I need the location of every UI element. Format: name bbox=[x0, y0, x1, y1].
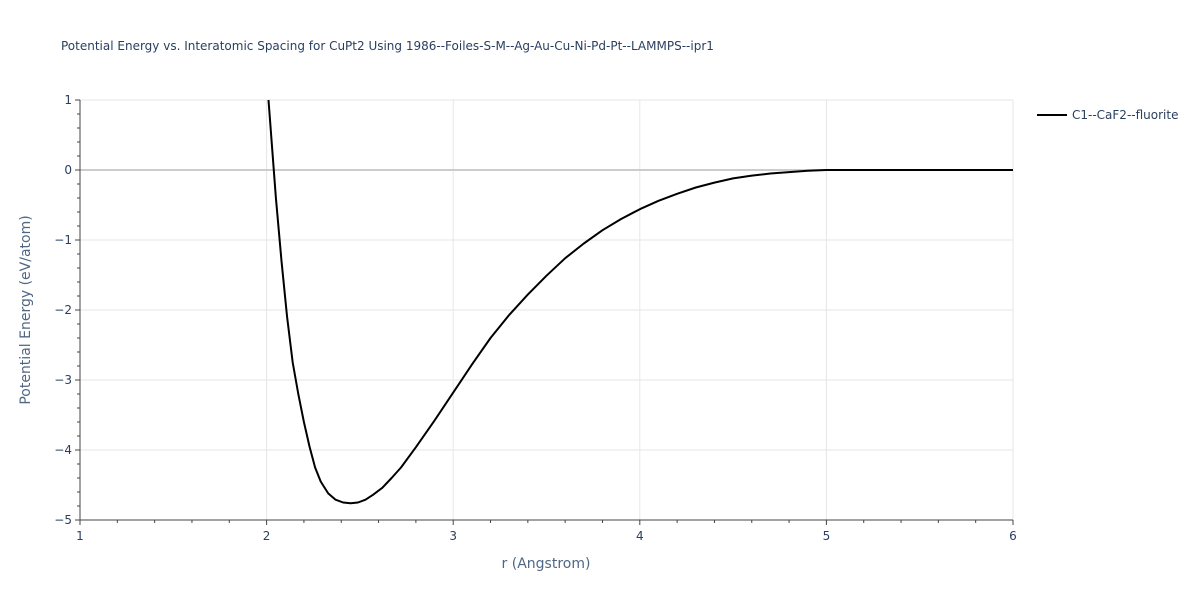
x-tick-label: 1 bbox=[76, 529, 84, 543]
x-tick-label: 4 bbox=[636, 529, 644, 543]
grid bbox=[80, 99, 1014, 520]
y-axis-title: Potential Energy (eV/atom) bbox=[18, 215, 34, 404]
x-tick-label: 6 bbox=[1009, 529, 1017, 543]
axes: 1 2 3 4 5 6 1 0 −1 −2 −3 −4 −5 bbox=[54, 93, 1017, 543]
x-axis-title: r (Angstrom) bbox=[502, 556, 591, 572]
x-tick-label: 2 bbox=[263, 529, 271, 543]
chart-title: Potential Energy vs. Interatomic Spacing… bbox=[61, 39, 714, 53]
y-tick-label: 1 bbox=[64, 93, 72, 107]
x-tick-label: 5 bbox=[823, 529, 831, 543]
y-tick-label: −2 bbox=[54, 303, 72, 317]
y-tick-label: −1 bbox=[54, 233, 72, 247]
y-tick-label: −4 bbox=[54, 443, 72, 457]
y-tick-label: −3 bbox=[54, 373, 72, 387]
y-tick-label: −5 bbox=[54, 513, 72, 527]
x-tick-label: 3 bbox=[449, 529, 457, 543]
legend[interactable]: C1--CaF2--fluorite bbox=[1037, 108, 1178, 122]
y-tick-label: 0 bbox=[64, 163, 72, 177]
legend-label: C1--CaF2--fluorite bbox=[1072, 108, 1178, 122]
plot-area bbox=[267, 99, 1013, 505]
series-line bbox=[267, 99, 1013, 505]
